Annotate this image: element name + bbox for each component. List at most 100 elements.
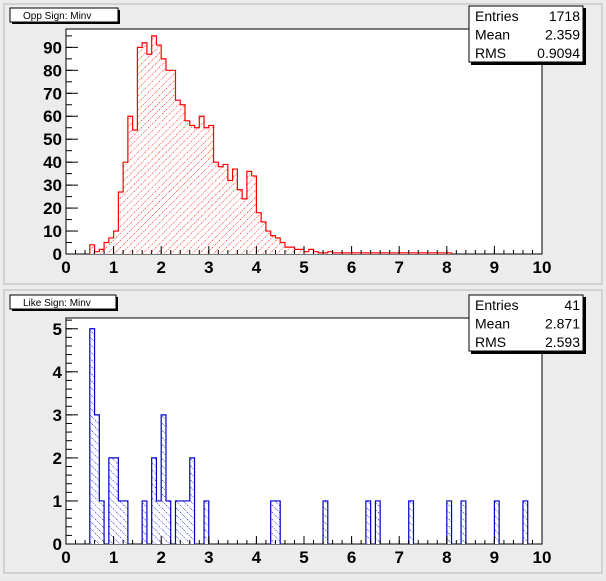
histogram-bar (94, 251, 100, 254)
histogram-bar (180, 500, 185, 544)
y-tick-label: 10 (43, 222, 62, 241)
histogram-bar (127, 116, 133, 254)
histogram-bar (89, 328, 95, 544)
y-tick-label: 90 (43, 38, 62, 57)
histogram-bar (99, 500, 105, 544)
stats-box-bottom: Entries 41 Mean 2.871 RMS 2.593 (468, 294, 586, 354)
y-tick-label: 5 (53, 320, 62, 339)
histogram-bar (99, 249, 105, 254)
x-tick-label: 8 (442, 258, 451, 277)
histogram-bar (246, 171, 252, 254)
histogram-bar (156, 500, 162, 544)
histogram-bar (175, 500, 181, 544)
stats-label: Entries (475, 8, 519, 24)
histogram-bar (294, 249, 300, 254)
chart-title-bottom: Like Sign: Minv (23, 298, 91, 309)
y-tick-label: 70 (43, 84, 62, 103)
x-tick-label: 8 (442, 548, 451, 567)
y-tick-label: 3 (53, 406, 62, 425)
histogram-top: 0 1 2 3 4 5 6 7 8 9 10 0 10 20 30 40 50 60 70 80 90 (43, 35, 552, 277)
x-tick-label: 9 (490, 258, 499, 277)
histogram-bar (123, 162, 128, 254)
histogram-bar (104, 242, 109, 254)
stats-label: RMS (475, 45, 506, 61)
histogram-bar (89, 244, 95, 254)
x-tick-label: 6 (347, 258, 356, 277)
y-tick-label: 40 (43, 153, 62, 172)
histogram-bar (232, 169, 238, 254)
stats-label: Mean (475, 27, 510, 43)
stats-value: 2.359 (545, 27, 580, 43)
y-tick-label: 20 (43, 199, 62, 218)
x-tick-label: 5 (299, 258, 308, 277)
histogram-bar (218, 166, 224, 254)
histogram-bar (256, 212, 262, 254)
histogram-bar (108, 237, 114, 254)
histogram-bar (194, 127, 200, 254)
histogram-bar (170, 70, 176, 254)
histogram-bar (375, 500, 381, 544)
histogram-bar (237, 189, 243, 254)
histogram-bar (522, 500, 528, 544)
histogram-bar (175, 100, 181, 255)
x-tick-label: 1 (109, 258, 118, 277)
histogram-bar (151, 457, 157, 544)
histogram-bar (270, 500, 276, 544)
title-box-bottom: Like Sign: Minv (9, 294, 118, 311)
x-tick-label: 1 (109, 548, 118, 567)
histogram-bar (275, 500, 281, 544)
histogram-bar (227, 180, 233, 254)
histogram-outline (89, 35, 453, 254)
stats-value: 0.9094 (537, 45, 580, 61)
stats-label: Entries (475, 297, 519, 313)
x-tick-label: 0 (61, 258, 70, 277)
histogram-bar (284, 247, 290, 254)
x-tick-label: 10 (533, 548, 552, 567)
histogram-bar (323, 500, 328, 544)
stats-label: RMS (475, 334, 506, 350)
x-tick-label: 2 (156, 548, 165, 567)
stats-value: 1718 (549, 8, 580, 24)
chart-title-top: Opp Sign: Minv (23, 11, 91, 22)
y-tick-label: 0 (53, 535, 62, 554)
histogram-bar (308, 249, 314, 254)
histogram-bar (165, 70, 171, 254)
stats-label: Mean (475, 316, 510, 332)
histogram-bar (327, 251, 333, 254)
histogram-bar (365, 500, 371, 544)
histogram-bar (299, 249, 304, 254)
histogram-bar (156, 45, 162, 255)
stats-value: 2.871 (545, 316, 580, 332)
histogram-bar (185, 120, 190, 254)
histogram-bar (108, 457, 114, 544)
stats-box-top: Entries 1718 Mean 2.359 RMS 0.9094 (468, 5, 586, 65)
histogram-bar (118, 192, 124, 254)
histogram-bar (185, 500, 190, 544)
histogram-bar (199, 116, 205, 254)
x-tick-label: 3 (204, 258, 213, 277)
histogram-bar (313, 251, 319, 254)
stats-value: 2.593 (545, 334, 580, 350)
histogram-bar (261, 221, 266, 254)
histogram-bar (265, 231, 271, 254)
histogram-bar (151, 35, 157, 254)
histogram-bar (113, 457, 119, 544)
histogram-bar (113, 231, 119, 254)
histogram-bar (137, 47, 143, 255)
y-tick-label: 50 (43, 130, 62, 149)
histogram-bar (94, 414, 100, 544)
histogram-bar (280, 242, 285, 254)
histogram-bar (204, 500, 209, 544)
title-box-top: Opp Sign: Minv (9, 7, 120, 24)
y-tick-label: 60 (43, 107, 62, 126)
histogram-bar (123, 500, 128, 544)
histogram-bar (189, 125, 195, 254)
histogram-bar (180, 104, 185, 254)
x-tick-label: 4 (252, 258, 262, 277)
y-tick-label: 4 (53, 363, 63, 382)
y-tick-label: 80 (43, 61, 62, 80)
x-tick-label: 3 (204, 548, 213, 567)
x-tick-label: 10 (533, 258, 552, 277)
histogram-bar (223, 164, 228, 254)
